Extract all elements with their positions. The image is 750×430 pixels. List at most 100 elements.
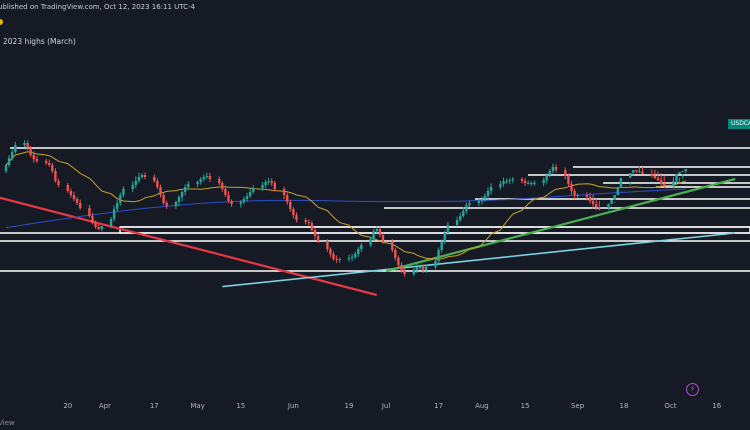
candle-body (329, 249, 332, 254)
candle (480, 196, 484, 205)
candle-body (292, 209, 295, 215)
candle-body (443, 233, 446, 242)
candle-body (187, 184, 190, 187)
candle-body (425, 267, 428, 270)
candle (530, 181, 533, 187)
candle-body (527, 183, 530, 184)
candle (156, 178, 159, 190)
candle (221, 181, 224, 192)
candle (140, 173, 144, 179)
candle-body (570, 184, 573, 191)
candle (335, 255, 338, 263)
candle (11, 149, 14, 161)
candle (94, 220, 97, 229)
candle (267, 178, 270, 185)
candle (304, 217, 307, 225)
candle-body (653, 176, 657, 178)
candle (468, 200, 471, 208)
candle (437, 247, 440, 264)
candle (381, 232, 385, 244)
candle (632, 170, 635, 176)
candle (75, 196, 79, 205)
candle (131, 181, 134, 193)
candle-body (629, 173, 632, 178)
candle (672, 177, 675, 189)
candle (286, 192, 289, 205)
candle-body (184, 187, 187, 192)
candle (91, 212, 94, 225)
candle-body (57, 181, 60, 185)
candle (261, 182, 264, 191)
candle-body (326, 241, 329, 249)
candle-body (122, 189, 125, 195)
candle (459, 212, 462, 222)
candle (270, 178, 273, 186)
candle (391, 239, 394, 253)
candle-body (119, 195, 122, 203)
candle (227, 191, 230, 203)
candle-body (94, 223, 97, 227)
candle (659, 173, 663, 187)
candle-body (261, 185, 264, 188)
candle (338, 257, 341, 263)
candle (613, 195, 616, 203)
candle-body (11, 152, 14, 158)
candle (585, 192, 589, 201)
candle-body (564, 170, 567, 176)
candle-body (221, 183, 224, 189)
candle-body (137, 177, 141, 181)
candle (397, 255, 400, 268)
candle-body (245, 196, 249, 199)
candle-body (403, 271, 406, 274)
candle (224, 185, 227, 197)
candle (69, 188, 73, 198)
candle (177, 195, 181, 206)
lightning-icon[interactable]: ⚡ (686, 383, 699, 396)
candle-body (199, 179, 202, 182)
x-tick-label: 20 (63, 402, 72, 410)
candle (350, 253, 354, 261)
candle-body (54, 171, 57, 181)
x-tick-label: 17 (150, 402, 159, 410)
candle (564, 167, 567, 180)
candle (455, 216, 459, 227)
candle (326, 239, 329, 252)
candle (616, 188, 619, 198)
candle-body (205, 176, 209, 177)
candle (187, 181, 190, 189)
candle-body (66, 185, 69, 191)
candle (595, 198, 598, 211)
candle (508, 178, 511, 185)
candle (372, 228, 375, 242)
candle (378, 226, 382, 238)
support-trendline (385, 177, 736, 273)
candle-body (415, 267, 419, 270)
candle (548, 169, 551, 178)
candle (289, 199, 292, 212)
candle-body (140, 175, 144, 177)
candle (310, 220, 314, 232)
candle-body (619, 178, 623, 188)
x-tick-label: May (190, 402, 204, 410)
candle-body (307, 222, 310, 223)
candle-body (35, 159, 39, 161)
price-tag: USDCAD (728, 119, 750, 129)
candle (7, 155, 11, 168)
candle-body (14, 145, 17, 152)
candle-body (350, 257, 354, 258)
candle (174, 200, 178, 209)
chart-annotation-title: 2023 highs (March) (3, 37, 76, 46)
candle (264, 179, 267, 188)
candle-body (576, 195, 579, 196)
candle-body (208, 176, 212, 179)
candle-body (100, 226, 103, 229)
candle-body (26, 143, 29, 148)
candle-body (681, 171, 684, 172)
candle-body (545, 175, 548, 180)
candle (143, 172, 147, 180)
candle-body (595, 204, 598, 207)
x-tick-label: 19 (345, 402, 354, 410)
candle (523, 178, 527, 186)
candle-body (598, 207, 601, 208)
